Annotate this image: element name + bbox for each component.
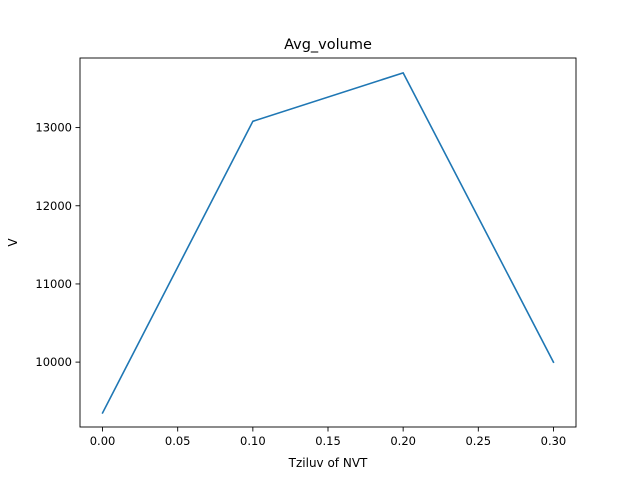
x-tick-label: 0.25 <box>465 434 491 448</box>
plot-area <box>101 72 555 415</box>
x-tick-label: 0.05 <box>165 434 191 448</box>
series-line-0 <box>101 72 555 415</box>
x-tick-label: 0.15 <box>315 434 341 448</box>
x-tick-label: 0.30 <box>541 434 567 448</box>
y-axis-label: V <box>6 238 20 247</box>
x-axis-label: Tziluv of NVT <box>288 456 368 470</box>
x-tick-label: 0.20 <box>390 434 416 448</box>
y-tick-label: 12000 <box>35 199 72 213</box>
y-tick-label: 10000 <box>35 355 72 369</box>
y-axis: 10000 11000 12000 13000 <box>35 121 80 369</box>
y-tick-label: 11000 <box>35 277 72 291</box>
x-tick-label: 0.10 <box>240 434 266 448</box>
chart-title: Avg_volume <box>284 37 372 53</box>
y-tick-label: 13000 <box>35 121 72 135</box>
x-axis: 0.00 0.05 0.10 0.15 0.20 0.25 0.30 <box>90 427 567 448</box>
x-tick-label: 0.00 <box>90 434 116 448</box>
